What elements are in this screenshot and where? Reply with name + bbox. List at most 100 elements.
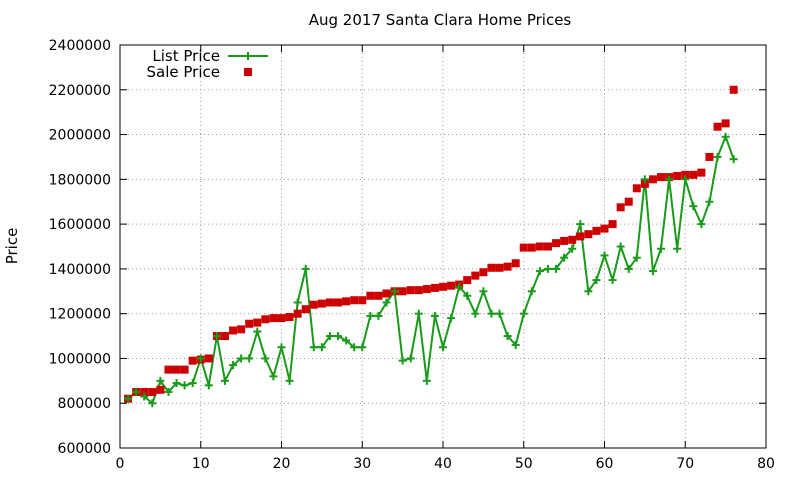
list-price-point — [584, 287, 593, 296]
list-price-point — [317, 343, 326, 352]
list-price-point — [608, 276, 617, 285]
axis-ticks: 600000 800000 1000000 1200000 1400000 1600000… — [49, 38, 775, 472]
list-price-point — [132, 388, 141, 397]
sale-price-point — [358, 296, 367, 305]
list-price-point — [220, 376, 229, 385]
sale-price-point — [229, 326, 238, 335]
sale-price-point — [471, 271, 480, 280]
list-price-point — [229, 361, 238, 370]
list-price-point — [350, 343, 359, 352]
legend-label-list-price: List Price — [152, 47, 220, 65]
x-tick-label: 40 — [434, 456, 452, 472]
list-price-point — [527, 287, 536, 296]
list-price-point — [301, 264, 310, 273]
list-price-point — [237, 354, 246, 363]
sale-price-point — [366, 291, 375, 300]
list-price-point — [681, 175, 690, 184]
sale-price-point — [535, 242, 544, 251]
sale-price-point — [398, 287, 407, 296]
list-price-point — [188, 379, 197, 388]
list-price-point — [689, 202, 698, 211]
sale-price-point — [592, 226, 601, 235]
list-price-point — [325, 332, 334, 341]
x-tick-label: 60 — [596, 456, 614, 472]
sale-price-point — [616, 203, 625, 212]
list-price-point — [140, 392, 149, 401]
y-tick-label: 1600000 — [49, 217, 111, 233]
list-price-point — [519, 309, 528, 318]
list-price-point — [673, 244, 682, 253]
x-tick-label: 50 — [515, 456, 533, 472]
sale-price-point — [447, 281, 456, 290]
y-axis-title: Price — [3, 228, 21, 265]
sale-price-point — [543, 242, 552, 251]
y-tick-label: 800000 — [58, 396, 111, 412]
x-tick-label: 10 — [192, 456, 210, 472]
y-tick-label: 1800000 — [49, 172, 111, 188]
list-price-point — [729, 155, 738, 164]
list-price-point — [196, 354, 205, 363]
list-price-point — [495, 309, 504, 318]
sale-price-point — [285, 313, 294, 322]
sale-price-point — [350, 296, 359, 305]
list-price-point — [148, 399, 157, 408]
sale-price-point — [729, 85, 738, 94]
sale-price-point — [479, 268, 488, 277]
sale-price-point — [584, 230, 593, 239]
list-price-point — [172, 379, 181, 388]
list-price-point — [406, 354, 415, 363]
list-price-point — [342, 336, 351, 345]
list-price-point — [398, 356, 407, 365]
sale-price-point — [689, 170, 698, 179]
list-price-point — [487, 309, 496, 318]
list-price-point — [374, 311, 383, 320]
sale-price-point — [657, 173, 666, 182]
legend-marker-sale-price — [244, 68, 252, 76]
sale-price-point — [705, 152, 714, 161]
list-price-point — [713, 152, 722, 161]
list-price-point — [479, 287, 488, 296]
list-price-point — [511, 341, 520, 350]
sale-price-point — [511, 259, 520, 268]
sale-price-point — [527, 243, 536, 252]
sale-price-point — [552, 239, 561, 248]
sale-price-point — [334, 298, 343, 307]
list-price-point — [422, 376, 431, 385]
list-price-point — [648, 267, 657, 276]
legend-label-sale-price: Sale Price — [147, 63, 220, 81]
sale-price-point — [430, 283, 439, 292]
list-price-point — [632, 253, 641, 262]
sale-price-point — [374, 291, 383, 300]
y-tick-label: 1200000 — [49, 307, 111, 323]
list-price-point — [463, 291, 472, 300]
y-tick-label: 1000000 — [49, 351, 111, 367]
list-price-point — [366, 311, 375, 320]
sale-price-point — [220, 332, 229, 341]
sale-price-point — [245, 319, 254, 328]
list-price-point — [503, 332, 512, 341]
sale-price-point — [576, 232, 585, 241]
list-price-point — [471, 309, 480, 318]
sale-price-point — [648, 175, 657, 184]
sale-price-point — [261, 315, 270, 324]
x-tick-label: 70 — [676, 456, 694, 472]
sale-price-point — [608, 220, 617, 229]
sale-price-point — [495, 263, 504, 272]
list-price-point — [697, 220, 706, 229]
sale-price-point — [309, 300, 318, 309]
list-price-point — [285, 376, 294, 385]
list-price-point — [616, 242, 625, 251]
list-price-point — [358, 343, 367, 352]
list-price-point — [293, 298, 302, 307]
sale-price-point — [463, 276, 472, 285]
list-price-point — [624, 264, 633, 273]
list-price-point — [576, 220, 585, 229]
sale-price-point — [342, 297, 351, 306]
sale-price-point — [414, 286, 423, 295]
list-price-point — [390, 287, 399, 296]
sale-price-point — [253, 318, 262, 327]
list-price-point — [535, 267, 544, 276]
list-price-point — [665, 175, 674, 184]
